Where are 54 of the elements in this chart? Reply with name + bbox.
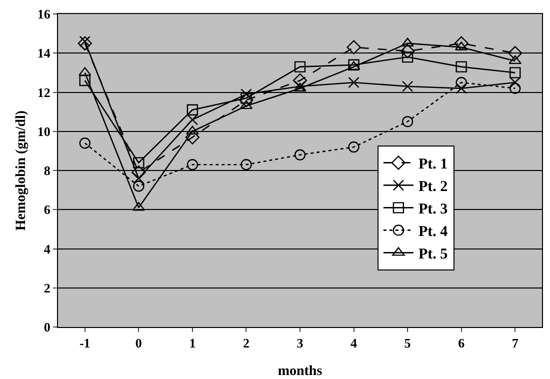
point [240,100,253,110]
x-tick-label: 6 [458,336,466,351]
y-tick-label: 2 [44,280,50,296]
legend-label: Pt. 5 [418,246,448,263]
y-tick-label: 12 [37,84,50,100]
point [79,74,90,86]
point [508,55,522,64]
point [402,80,414,92]
legend-label: Pt. 3 [418,202,448,218]
point [79,138,90,149]
legend-label: Pt. 4 [418,224,448,240]
x-tick-label: 5 [404,336,412,351]
y-tick-label: 6 [44,202,51,218]
point [348,141,360,153]
y-tick-label: 0 [44,320,50,335]
point [400,44,415,58]
point [78,36,92,50]
x-tick-label: 7 [512,336,519,351]
point [454,36,468,50]
x-tick-label: 0 [135,336,142,351]
x-tick-label: 1 [189,336,196,351]
point [133,157,144,168]
point [186,159,198,170]
point [294,61,306,72]
x-tick-label: 3 [296,336,304,351]
y-tick-label: 10 [37,124,50,139]
point [294,149,306,160]
point [133,180,144,192]
y-tick-label: 4 [44,241,51,256]
legend-label: Pt. 2 [418,179,448,196]
point [456,76,467,88]
point [185,130,200,144]
point [240,159,252,170]
point [508,46,522,60]
point [132,165,146,180]
y-tick-label: 8 [44,163,51,178]
point [456,61,467,72]
point [292,73,308,88]
point [186,104,198,116]
y-tick-label: 16 [37,6,51,22]
y-axis-title: Hemoglobin (gm/dl) [14,110,29,231]
x-tick-label: 4 [350,336,358,351]
point [510,82,521,94]
legend-label: Pt. 1 [418,156,448,173]
x-tick-label: 2 [242,336,250,351]
y-tick-label: 14 [37,46,51,61]
x-axis-title: months [278,364,323,379]
point [348,59,360,70]
point [402,51,414,63]
point [346,40,361,54]
point [510,67,521,78]
point [402,116,414,128]
point [348,76,360,88]
x-tick-label: -1 [79,336,90,351]
